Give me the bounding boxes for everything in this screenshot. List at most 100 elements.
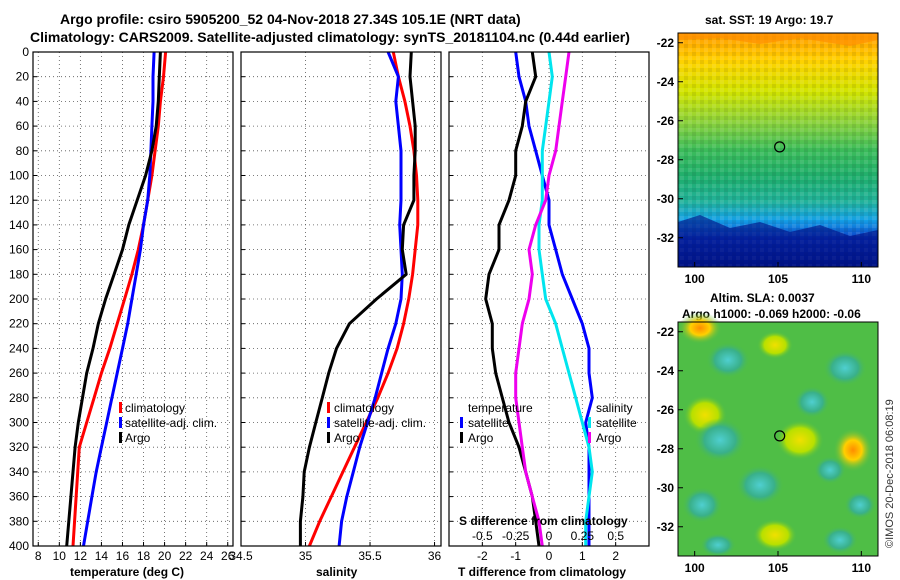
legend-label-argo: Argo xyxy=(125,431,151,445)
y-tick-label: 240 xyxy=(9,341,29,355)
legend-swatch-climatology xyxy=(327,402,330,413)
y-tick-label: 80 xyxy=(16,144,30,158)
x2-tick-label: 0 xyxy=(546,529,553,543)
sla-blob xyxy=(814,456,846,484)
y-tick-label: 20 xyxy=(16,70,30,84)
map-y-tick-label: -26 xyxy=(657,114,675,128)
sla-blob xyxy=(736,465,784,505)
series-line-temperature-satellite xyxy=(514,51,594,546)
difference-panel: -2 -1 0 1 2 -0.5 -0.25 0 0.25 0.5 S difference fr… xyxy=(448,51,650,579)
legend-swatch-salinity-argo xyxy=(588,432,591,443)
x-tick-label: 36 xyxy=(428,549,442,563)
map-x-tick-label: 105 xyxy=(768,561,788,575)
x-tick-label: 14 xyxy=(95,549,109,563)
sla-blob xyxy=(822,526,858,554)
t-difference-axis-label: T difference from climatology xyxy=(458,565,626,579)
legend-swatch-argo xyxy=(327,432,330,443)
figure-title-line-1: Argo profile: csiro 5905200_52 04-Nov-20… xyxy=(60,11,521,27)
temperature-panel: 8 10 12 14 16 18 20 22 24 26020406080100120140160… xyxy=(9,45,235,579)
sla-blob xyxy=(794,386,830,418)
x-tick-label: 0 xyxy=(546,549,553,563)
x-tick-label: -2 xyxy=(477,549,488,563)
y-tick-label: 160 xyxy=(9,243,29,257)
x-tick-label: 1 xyxy=(579,549,586,563)
sst-map: sat. SST: 19 Argo: 19.7 100 105 110 -22 -24 -… xyxy=(657,13,879,286)
legend-label-climatology: climatology xyxy=(125,401,185,415)
map-y-tick-label: -28 xyxy=(657,442,675,456)
salinity-panel: 34.5 35 35.5 36 salinity climatology satell… xyxy=(229,51,442,579)
sla-blob xyxy=(844,491,876,519)
sla-map: Altim. SLA: 0.0037 Argo h1000: -0.069 h2… xyxy=(657,291,879,575)
x-tick-label: 24 xyxy=(200,549,214,563)
y-tick-label: 220 xyxy=(9,317,29,331)
legend-label-salinity-satellite: satellite xyxy=(596,416,637,430)
sla-blob xyxy=(678,312,722,344)
y-tick-label: 120 xyxy=(9,193,29,207)
map-x-tick-label: 110 xyxy=(852,272,872,286)
figure-title-line-2: Climatology: CARS2009. Satellite-adjuste… xyxy=(30,29,630,45)
x2-tick-label: 0.25 xyxy=(571,529,595,543)
map-y-tick-label: -22 xyxy=(657,36,675,50)
x-tick-label: 8 xyxy=(35,549,42,563)
series-line-argo xyxy=(65,51,162,547)
y-tick-label: 360 xyxy=(9,490,29,504)
x-tick-label: 35 xyxy=(299,549,313,563)
sla-blob xyxy=(833,428,873,472)
y-tick-label: 40 xyxy=(16,94,30,108)
sla-blob xyxy=(823,350,867,386)
x-tick-label: 22 xyxy=(179,549,193,563)
series-line-salinity-argo xyxy=(514,51,571,547)
legend-label-argo: Argo xyxy=(334,431,360,445)
map-x-tick-label: 110 xyxy=(852,561,872,575)
x-tick-label: 20 xyxy=(158,549,172,563)
salinity-axis-label: salinity xyxy=(316,565,358,579)
x-tick-label: 18 xyxy=(137,549,151,563)
legend-swatch-temperature-argo xyxy=(460,432,463,443)
map-y-tick-label: -30 xyxy=(657,481,675,495)
map-x-tick-label: 105 xyxy=(768,272,788,286)
series-line-satellite-adj-clim- xyxy=(337,51,404,547)
legend-swatch-temperature-satellite xyxy=(460,417,463,428)
difference-legend: temperature satellite Argo salinity sate… xyxy=(460,401,637,445)
salinity-legend: climatology satellite-adj. clim. Argo xyxy=(327,401,426,445)
y-tick-label: 280 xyxy=(9,391,29,405)
map-y-tick-label: -28 xyxy=(657,153,675,167)
y-tick-label: 260 xyxy=(9,366,29,380)
y-tick-label: 100 xyxy=(9,169,29,183)
legend-label-salinity-argo: Argo xyxy=(596,431,622,445)
series-line-argo xyxy=(298,51,417,546)
y-tick-label: 0 xyxy=(22,45,29,59)
x-tick-label: 10 xyxy=(53,549,67,563)
legend-label-satellite: satellite-adj. clim. xyxy=(125,416,217,430)
sla-blob xyxy=(757,331,793,359)
s-difference-axis-label: S difference from climatology xyxy=(459,514,628,528)
legend-swatch-satellite xyxy=(327,417,330,428)
sla-blob xyxy=(706,342,750,378)
map-y-tick-label: -24 xyxy=(657,75,675,89)
sst-cold-patch xyxy=(678,215,878,267)
y-tick-label: 140 xyxy=(9,218,29,232)
legend-swatch-salinity-satellite xyxy=(588,417,591,428)
legend-label-climatology: climatology xyxy=(334,401,394,415)
temperature-legend: climatology satellite-adj. clim. Argo xyxy=(119,401,217,445)
sla-map-title: Altim. SLA: 0.0037 xyxy=(710,291,815,305)
x-tick-label: -1 xyxy=(510,549,521,563)
map-y-tick-label: -32 xyxy=(657,231,675,245)
x-tick-label: 16 xyxy=(116,549,130,563)
y-tick-label: 400 xyxy=(9,539,29,553)
x-tick-label: 35.5 xyxy=(358,549,382,563)
series-line-climatology xyxy=(71,51,168,547)
y-tick-label: 320 xyxy=(9,440,29,454)
x-tick-label: 34.5 xyxy=(229,549,253,563)
legend-swatch-argo xyxy=(119,432,122,443)
y-tick-label: 60 xyxy=(16,119,30,133)
sla-blob xyxy=(753,519,797,551)
legend-label-satellite: satellite-adj. clim. xyxy=(334,416,426,430)
sst-warm-patch xyxy=(678,33,878,46)
sla-blob xyxy=(776,420,824,460)
map-y-tick-label: -26 xyxy=(657,403,675,417)
imos-watermark: ©IMOS 20-Dec-2018 06:08:19 xyxy=(884,399,896,548)
legend-title-salinity: salinity xyxy=(596,401,633,415)
map-y-tick-label: -24 xyxy=(657,364,675,378)
